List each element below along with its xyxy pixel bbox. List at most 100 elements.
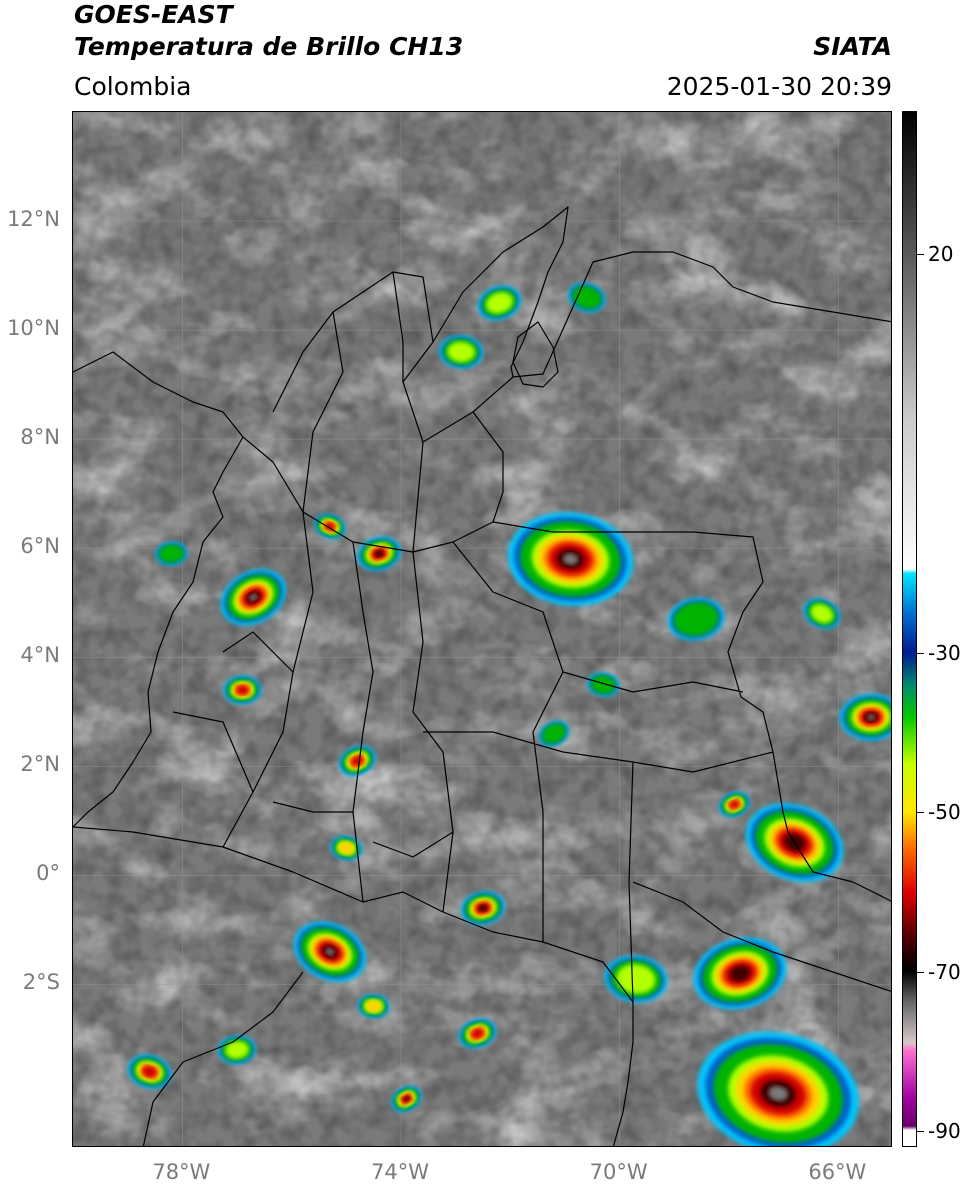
storm-ring [249,593,258,601]
colorbar-tick-label: 20 [928,242,954,267]
storm-cell [459,1018,496,1049]
storm-cell [839,694,891,741]
internal-8 [272,271,434,413]
colorbar-tick-mark [917,971,924,973]
internal-7 [423,731,774,773]
storm-cell [461,891,505,925]
internal-12 [422,376,514,443]
political-boundaries [73,206,891,1146]
lon-label: 70°W [589,1160,648,1184]
storm-ring [478,904,488,912]
colorbar-tick-mark [917,254,924,256]
storm-ring [486,292,513,314]
pacific-coastline [73,436,244,828]
storm-ring [562,553,578,565]
panama-coastline [73,351,244,438]
internal-14 [172,711,254,793]
colorbar-tick-mark [917,1131,924,1133]
storm-ring [338,841,355,855]
storm-ring [867,714,875,721]
storm-cell [293,921,366,982]
region-label: Colombia [74,72,192,101]
internal-13 [222,631,294,673]
storm-ring [225,1041,249,1059]
lat-label: 8°N [20,425,60,450]
internal-10 [392,271,424,553]
storm-ring [768,1086,788,1101]
colorbar-tick-label: -30 [928,640,961,665]
storm-cell [127,1054,172,1089]
storm-ring [351,755,364,766]
lat-label: 4°N [20,643,60,668]
graticule [73,112,891,1146]
colorbar-tick-label: -50 [928,800,961,825]
lat-label: 10°N [7,316,60,341]
storm-cell [391,1086,422,1112]
internal-17 [628,761,634,1003]
storm-cell [155,542,188,566]
colorbar-tick-mark [917,812,924,814]
colorbar-tick-label: -90 [928,1119,961,1144]
storm-cell [339,745,376,776]
storm-cell [668,597,725,641]
storm-cell [719,792,750,817]
brazil-venezuela [787,831,891,902]
storm-cell [439,335,484,369]
title-product: Temperatura de Brillo CH13 [74,32,464,61]
lat-label: 2°N [20,752,60,777]
storm-ring [142,1065,157,1078]
internal-3 [352,541,374,903]
satellite-map[interactable] [72,111,892,1147]
colorbar-tick-mark [917,652,924,654]
storm-cell [330,836,362,860]
storm-cell [803,598,840,629]
storm-ring [729,965,751,982]
internal-1 [242,436,454,553]
storm-ring [236,685,249,695]
storm-cell [357,994,390,1018]
venezuela-coastline [402,206,891,383]
internal-15 [272,801,353,813]
internal-9 [302,311,344,513]
storm-ring [403,1096,410,1102]
storm-cell [539,720,569,747]
colombia-border-east [452,521,789,833]
storm-cell [568,282,606,312]
storm-ring [542,723,566,744]
brazil-border [632,881,891,992]
title-satellite: GOES-EAST [74,0,233,29]
organization-label: SIATA [813,32,892,61]
lat-label: 0° [36,861,60,886]
map-canvas [73,112,891,1146]
lon-label: 66°W [808,1160,867,1184]
lat-label: 12°N [7,207,60,232]
storm-cell [314,514,346,539]
storm-ring [590,675,616,694]
storm-cell [218,1035,256,1064]
storm-cell [223,676,262,704]
storm-ring [158,544,184,563]
lat-label: 6°N [20,534,60,559]
storm-cell [604,955,668,1003]
storm-ring [471,1028,484,1039]
storm-ring [324,522,336,531]
storm-ring [447,341,475,363]
internal-6 [562,671,744,693]
storm-cell [697,1031,859,1146]
lake-maracaibo [512,321,559,388]
storm-cell [745,803,844,882]
storm-ring [325,948,335,956]
internal-11 [472,411,504,523]
internal-2 [222,511,314,848]
storm-cell [220,569,286,626]
internal-16 [372,831,454,858]
storm-cell [357,536,401,571]
datetime-label: 2025-01-30 20:39 [666,72,892,101]
storm-ring [729,800,740,809]
storm-cell [507,512,634,606]
storm-ring [616,964,656,994]
colombia-border-south [73,826,634,1146]
lon-label: 74°W [371,1160,429,1184]
lat-label: 2°S [22,970,60,995]
storm-ring [365,1000,382,1013]
